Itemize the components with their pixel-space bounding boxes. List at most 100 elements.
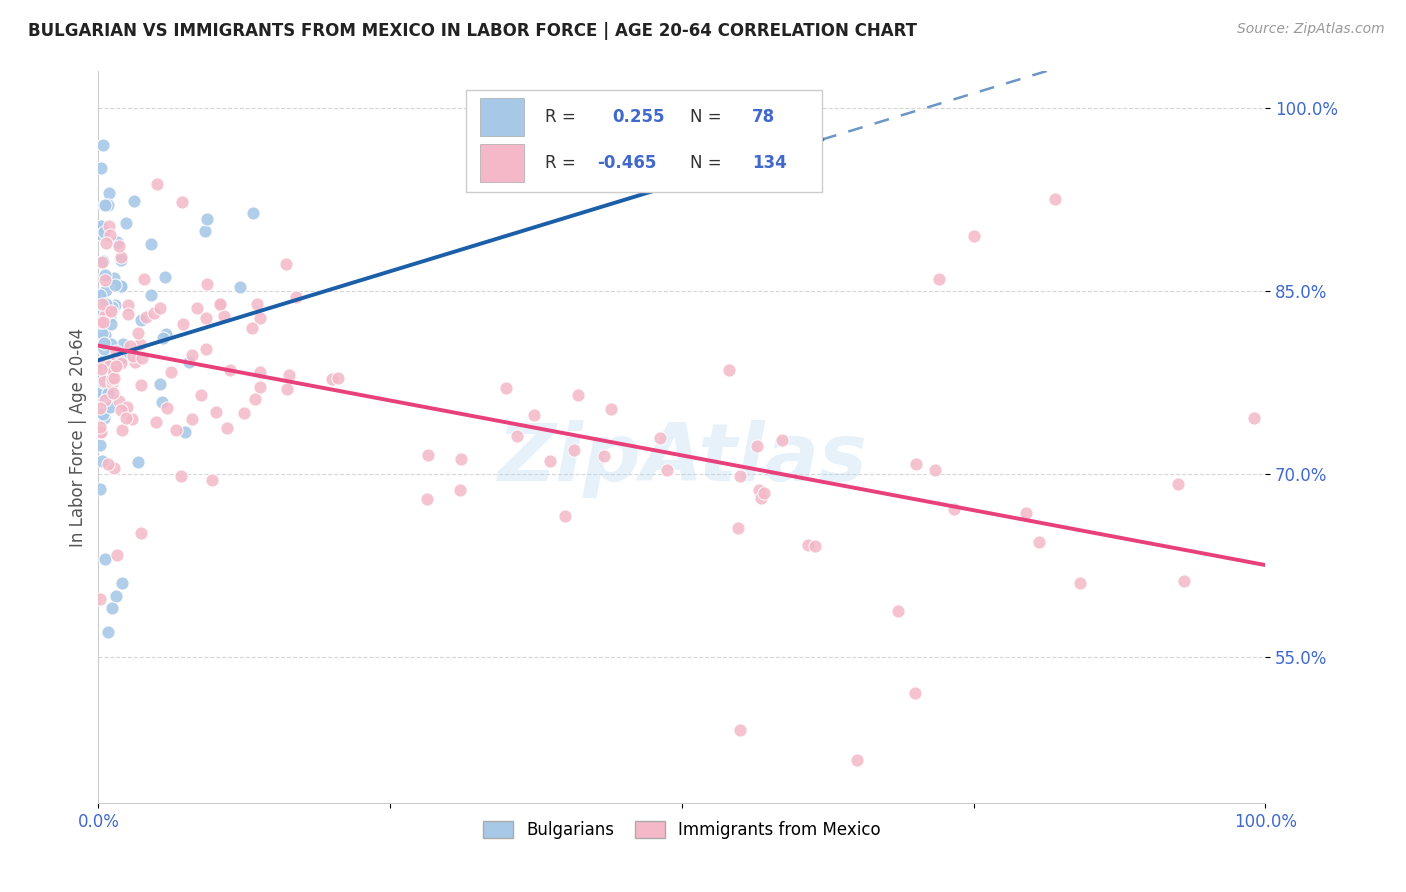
Point bbox=[747, 438, 769, 452]
Point bbox=[748, 483, 770, 497]
Point bbox=[121, 411, 143, 425]
Point bbox=[96, 359, 118, 373]
Point bbox=[249, 311, 271, 326]
Point bbox=[155, 269, 177, 284]
Point bbox=[173, 425, 195, 439]
Point bbox=[89, 315, 111, 329]
Point bbox=[924, 463, 946, 477]
Point bbox=[96, 457, 118, 471]
Point bbox=[91, 315, 114, 329]
Point bbox=[100, 372, 122, 386]
Point bbox=[134, 272, 156, 286]
Point bbox=[127, 455, 149, 469]
Point bbox=[274, 256, 297, 270]
Point bbox=[112, 350, 135, 364]
Point bbox=[418, 448, 440, 462]
Point bbox=[600, 401, 623, 416]
Point bbox=[149, 301, 172, 315]
Point bbox=[170, 469, 193, 483]
Point bbox=[100, 318, 122, 332]
Point bbox=[94, 198, 117, 212]
Point bbox=[104, 277, 127, 292]
Point bbox=[751, 491, 773, 505]
Point bbox=[129, 337, 152, 351]
Point bbox=[657, 463, 679, 477]
Point bbox=[727, 521, 749, 535]
Point bbox=[93, 268, 115, 282]
Point bbox=[115, 216, 138, 230]
Point bbox=[89, 401, 111, 415]
Text: BULGARIAN VS IMMIGRANTS FROM MEXICO IN LABOR FORCE | AGE 20-64 CORRELATION CHART: BULGARIAN VS IMMIGRANTS FROM MEXICO IN L… bbox=[28, 22, 917, 40]
Point bbox=[93, 254, 115, 268]
Point bbox=[129, 313, 152, 327]
Point bbox=[98, 307, 121, 321]
Point bbox=[846, 753, 869, 767]
Point bbox=[93, 342, 115, 356]
Point bbox=[139, 236, 162, 251]
Point bbox=[285, 290, 308, 304]
Point bbox=[212, 309, 235, 323]
Point bbox=[728, 469, 751, 483]
Point bbox=[112, 337, 135, 351]
Text: 78: 78 bbox=[752, 109, 775, 127]
Point bbox=[124, 355, 146, 369]
Point bbox=[1069, 575, 1091, 590]
Point bbox=[172, 317, 194, 331]
Point bbox=[246, 296, 269, 310]
Point bbox=[145, 416, 167, 430]
Point bbox=[100, 337, 122, 351]
Point bbox=[90, 287, 112, 301]
Point bbox=[96, 305, 118, 319]
Point bbox=[110, 250, 132, 264]
Point bbox=[506, 429, 529, 443]
Point bbox=[717, 363, 740, 377]
Point bbox=[108, 394, 131, 409]
Point bbox=[650, 431, 672, 445]
Point bbox=[1028, 535, 1050, 549]
Point bbox=[193, 224, 215, 238]
Point bbox=[93, 336, 115, 351]
Point bbox=[89, 227, 111, 242]
Point bbox=[90, 425, 112, 439]
Point bbox=[181, 348, 204, 362]
Point bbox=[89, 359, 111, 374]
Point bbox=[141, 287, 163, 301]
Y-axis label: In Labor Force | Age 20-64: In Labor Force | Age 20-64 bbox=[69, 327, 87, 547]
Point bbox=[567, 388, 589, 402]
Point bbox=[93, 198, 115, 212]
Point bbox=[155, 326, 177, 341]
Point bbox=[156, 401, 179, 416]
Point bbox=[107, 239, 129, 253]
Point bbox=[131, 351, 153, 365]
Text: R =: R = bbox=[546, 109, 576, 127]
Point bbox=[89, 420, 111, 434]
Point bbox=[94, 273, 117, 287]
Point bbox=[103, 460, 125, 475]
Point bbox=[195, 277, 218, 291]
Point bbox=[96, 368, 118, 383]
Point bbox=[101, 376, 124, 390]
FancyBboxPatch shape bbox=[479, 144, 524, 182]
Point bbox=[160, 365, 183, 379]
Point bbox=[592, 449, 614, 463]
Point bbox=[93, 375, 115, 389]
Point bbox=[249, 365, 271, 379]
Point bbox=[770, 433, 793, 447]
Point bbox=[105, 235, 128, 249]
Point bbox=[416, 491, 439, 506]
Point bbox=[111, 576, 134, 591]
Point bbox=[90, 161, 112, 176]
Point bbox=[170, 195, 193, 210]
Point bbox=[942, 501, 965, 516]
Point bbox=[904, 686, 927, 700]
Point bbox=[94, 337, 117, 351]
Point bbox=[450, 483, 472, 497]
Point bbox=[752, 486, 775, 500]
Point bbox=[135, 310, 157, 324]
Point bbox=[91, 326, 114, 341]
Point bbox=[91, 366, 114, 380]
Point bbox=[111, 423, 134, 437]
Point bbox=[1045, 192, 1067, 206]
Point bbox=[1173, 574, 1195, 589]
Point bbox=[91, 354, 114, 368]
